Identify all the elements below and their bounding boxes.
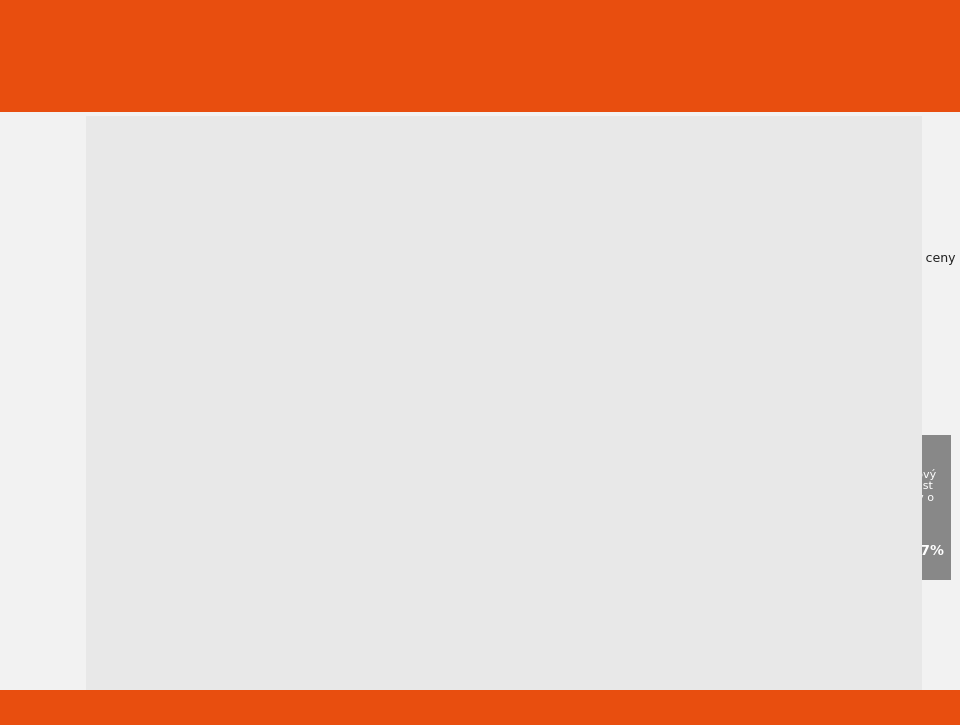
Text: VÝSLEDKY PRODEJNÍ KAMPAŇE PŘEDSTAVUJÍ 16,87%: VÝSLEDKY PRODEJNÍ KAMPAŇE PŘEDSTAVUJÍ 16… bbox=[127, 22, 644, 44]
Text: zdroj: ČEZ, a. s.: zdroj: ČEZ, a. s. bbox=[19, 700, 111, 715]
Bar bbox=[29, 51, 68, 62]
Text: nárůst
ceny o
19,5%: nárůst ceny o 19,5% bbox=[796, 588, 837, 621]
Bar bbox=[434, 553, 474, 656]
Text: 16,87%: 16,87% bbox=[123, 311, 175, 324]
Bar bbox=[245, 412, 285, 553]
Bar bbox=[771, 399, 862, 553]
Bar bbox=[528, 430, 568, 553]
Text: pokrytí digramu ročním pásmem (žlutá) s nárůstem ceny o 19,5 % a ostatními produ: pokrytí digramu ročním pásmem (žlutá) s … bbox=[123, 251, 960, 265]
Text: Příklad typického diagramu konečné spotřeby - ilustrativní: Příklad typického diagramu konečné spotř… bbox=[103, 357, 564, 371]
X-axis label: měsíc: měsíc bbox=[458, 684, 497, 697]
Bar bbox=[576, 425, 615, 553]
Bar bbox=[340, 455, 379, 553]
Bar bbox=[29, 80, 77, 92]
Bar bbox=[105, 176, 115, 193]
Bar bbox=[670, 399, 710, 553]
Text: Roční pásmo: Roční pásmo bbox=[423, 597, 532, 613]
Bar bbox=[292, 455, 332, 553]
Bar bbox=[29, 21, 77, 33]
Bar bbox=[292, 553, 332, 656]
Bar bbox=[481, 553, 521, 656]
Bar bbox=[771, 553, 862, 656]
Bar bbox=[387, 553, 427, 656]
Bar bbox=[623, 553, 663, 656]
Bar bbox=[528, 553, 568, 656]
Text: cca  70%: cca 70% bbox=[105, 597, 174, 612]
Bar bbox=[717, 399, 757, 553]
Bar bbox=[198, 412, 238, 553]
Bar bbox=[576, 553, 615, 656]
Bar bbox=[717, 553, 757, 656]
Text: Běžný diagram je pokryt kombinací produktů z velkoobchodní kampaňě: Běžný diagram je pokryt kombinací produk… bbox=[103, 123, 640, 138]
Bar bbox=[245, 553, 285, 656]
Bar bbox=[105, 262, 115, 278]
Text: cca  30%: cca 30% bbox=[105, 486, 174, 500]
Text: OBVYKLÝ DIAGRAM KONEČNÉ SPOTŘEBY: OBVYKLÝ DIAGRAM KONEČNÉ SPOTŘEBY bbox=[127, 90, 521, 108]
Text: 10: 10 bbox=[926, 701, 941, 714]
Bar bbox=[434, 481, 474, 553]
Text: spotřeba: spotřeba bbox=[182, 385, 234, 398]
Text: 16,87%: 16,87% bbox=[886, 544, 945, 558]
Text: NAVÝSENÍ PRůMěRNÉ VELKOOBCHODNÍ CENY PRO: NAVÝSENÍ PRůMěRNÉ VELKOOBCHODNÍ CENY PRO bbox=[127, 57, 620, 74]
Bar bbox=[198, 553, 238, 656]
Bar bbox=[481, 445, 521, 553]
Text: výsledná cena je tvořena z 70% produktem „ročním pásmo“ a z 30% ostatními produk: výsledná cena je tvořena z 70% produktem… bbox=[123, 175, 677, 188]
Bar bbox=[387, 481, 427, 553]
Bar bbox=[29, 21, 40, 92]
Text: celkový
nárůst
ceny o: celkový nárůst ceny o bbox=[894, 468, 937, 503]
Bar bbox=[670, 553, 710, 656]
Bar bbox=[340, 553, 379, 656]
Bar bbox=[623, 412, 663, 553]
Text: nárůst
ceny o
10,8%: nárůst ceny o 10,8% bbox=[796, 460, 837, 492]
